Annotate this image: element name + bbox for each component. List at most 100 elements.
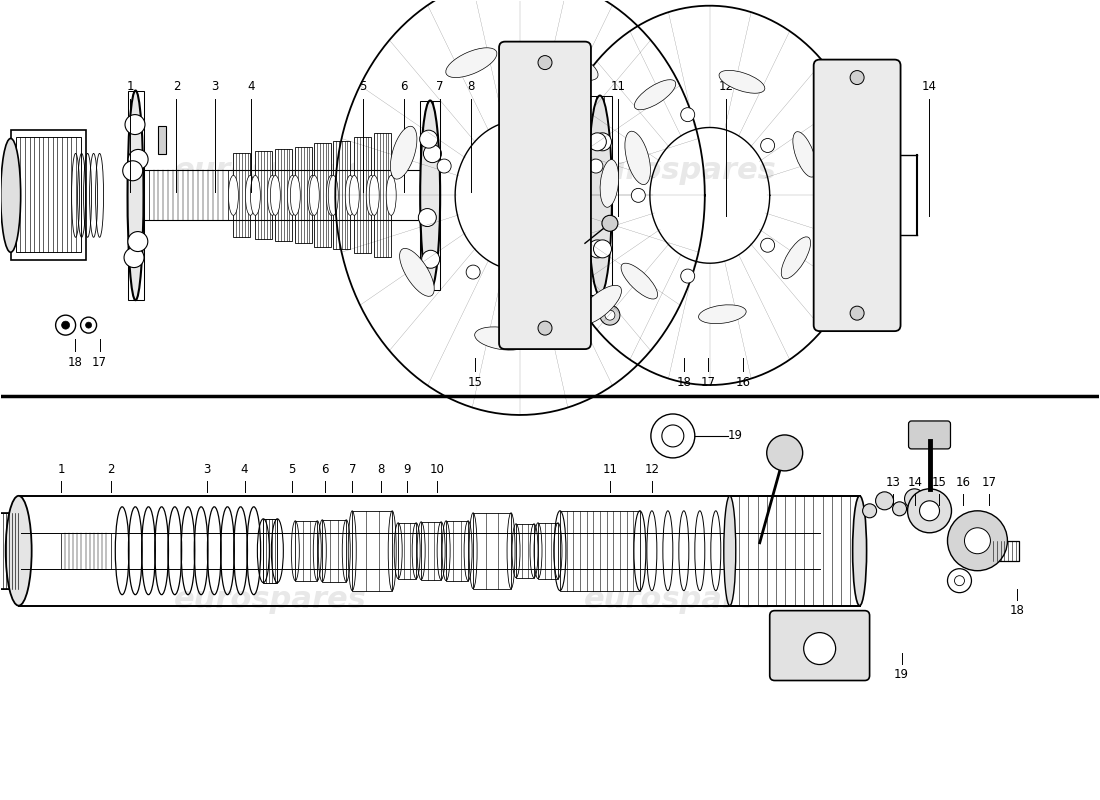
FancyBboxPatch shape (814, 59, 901, 331)
Text: eurospares: eurospares (583, 585, 777, 614)
Circle shape (538, 321, 552, 335)
FancyBboxPatch shape (499, 42, 591, 349)
Text: 9: 9 (498, 79, 505, 93)
Circle shape (681, 108, 695, 122)
Text: 1: 1 (57, 463, 65, 476)
Ellipse shape (578, 286, 621, 325)
Ellipse shape (719, 70, 764, 94)
Ellipse shape (588, 95, 612, 295)
Circle shape (631, 188, 646, 202)
Text: 14: 14 (922, 79, 936, 93)
Ellipse shape (399, 248, 435, 296)
Text: 13: 13 (878, 79, 892, 93)
Circle shape (850, 70, 865, 85)
Circle shape (124, 248, 144, 267)
Text: 8: 8 (377, 463, 385, 476)
Bar (233, 154, 251, 238)
Circle shape (681, 269, 695, 283)
Circle shape (62, 321, 69, 329)
Circle shape (80, 317, 97, 333)
Text: 17: 17 (701, 376, 716, 389)
Ellipse shape (370, 175, 379, 215)
Text: 17: 17 (982, 477, 997, 490)
Text: 18: 18 (1010, 604, 1024, 617)
Bar (827, 226, 887, 307)
Ellipse shape (601, 159, 618, 207)
Bar (148, 170, 229, 220)
Text: 6: 6 (400, 79, 408, 93)
Bar (420, 101, 440, 290)
Bar (354, 138, 371, 254)
Text: 19: 19 (894, 667, 909, 681)
Ellipse shape (366, 175, 376, 215)
Bar (255, 151, 273, 239)
Bar (333, 142, 350, 250)
Circle shape (651, 414, 695, 458)
Ellipse shape (271, 175, 281, 215)
Bar (295, 521, 317, 581)
Text: 11: 11 (603, 463, 618, 476)
Circle shape (128, 150, 148, 170)
Text: 3: 3 (211, 79, 219, 93)
Text: eurospares: eurospares (174, 156, 366, 185)
Bar (421, 522, 441, 580)
Circle shape (767, 435, 803, 471)
Bar (989, 541, 1020, 561)
Text: 12: 12 (718, 79, 734, 93)
Ellipse shape (328, 175, 339, 215)
Ellipse shape (852, 496, 867, 606)
Circle shape (965, 528, 990, 554)
FancyBboxPatch shape (909, 421, 950, 449)
Bar (827, 115, 887, 198)
Text: 1: 1 (126, 79, 134, 93)
Text: 4: 4 (241, 463, 249, 476)
Circle shape (602, 215, 618, 231)
Bar (513, 234, 578, 323)
Bar (989, 541, 1020, 561)
Text: 10: 10 (429, 463, 444, 476)
Circle shape (804, 633, 836, 665)
Bar (352, 511, 393, 590)
Text: 11: 11 (610, 79, 626, 93)
Circle shape (575, 305, 595, 325)
FancyBboxPatch shape (770, 610, 870, 681)
Bar (315, 143, 331, 247)
Text: 18: 18 (676, 376, 692, 389)
Text: 17: 17 (92, 356, 107, 369)
Bar (263, 518, 277, 582)
Circle shape (605, 310, 615, 320)
Bar (0, 513, 21, 589)
Ellipse shape (6, 496, 32, 606)
Text: 16: 16 (736, 376, 751, 389)
Ellipse shape (229, 175, 239, 215)
Bar (398, 522, 416, 578)
Circle shape (513, 94, 527, 107)
Bar (11, 130, 86, 260)
Ellipse shape (128, 90, 143, 300)
Text: 3: 3 (204, 463, 211, 476)
Ellipse shape (781, 237, 811, 278)
Ellipse shape (635, 80, 675, 110)
Bar (322, 520, 346, 582)
Ellipse shape (386, 175, 396, 215)
Circle shape (908, 489, 952, 533)
Circle shape (947, 511, 1008, 570)
Ellipse shape (267, 175, 277, 215)
Circle shape (862, 504, 877, 518)
Circle shape (904, 489, 924, 509)
Bar (588, 95, 612, 295)
Bar (0, 513, 21, 589)
Ellipse shape (420, 101, 440, 290)
Circle shape (56, 315, 76, 335)
Text: 13: 13 (886, 477, 900, 490)
Circle shape (560, 265, 574, 279)
Text: 5: 5 (360, 79, 367, 93)
Text: 18: 18 (68, 356, 82, 369)
Ellipse shape (390, 126, 417, 179)
Ellipse shape (327, 175, 337, 215)
Ellipse shape (245, 175, 255, 215)
Text: 7: 7 (349, 463, 356, 476)
Circle shape (128, 231, 147, 251)
Text: 2: 2 (173, 79, 180, 93)
Circle shape (947, 569, 971, 593)
